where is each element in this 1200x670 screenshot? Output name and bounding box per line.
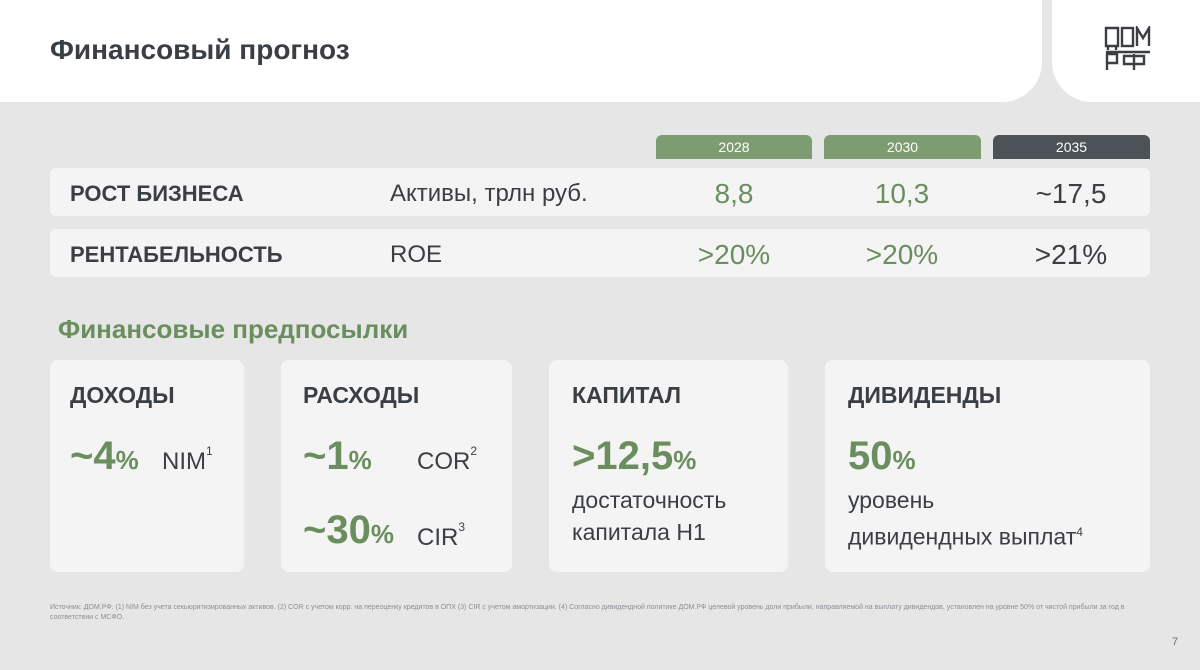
cir-label: CIR3	[417, 520, 466, 551]
value-2030: 10,3	[874, 178, 930, 209]
nim-label: NIM1	[162, 444, 213, 475]
card-income: ДОХОДЫ ~4% NIM1	[50, 360, 244, 572]
row-business-growth: РОСТ БИЗНЕСА Активы, трлн руб. 8,8 10,3 …	[50, 168, 1150, 216]
section-title: Финансовые предпосылки	[58, 314, 409, 344]
row-metric: ROE	[390, 241, 443, 268]
value-2035: ~17,5	[1035, 178, 1107, 209]
page-number: 7	[1172, 636, 1179, 648]
capital-value: >12,5%	[572, 434, 697, 478]
value-2035: >21%	[1034, 239, 1108, 270]
year-tab-2030: 2030	[824, 135, 981, 159]
value-2028: 8,8	[714, 178, 754, 209]
card-title: ДОХОДЫ	[70, 382, 175, 408]
card-dividends: ДИВИДЕНДЫ 50% уровень дивидендных выплат4	[825, 360, 1150, 572]
cor-label: COR2	[417, 444, 478, 475]
value-2028: >20%	[697, 239, 771, 270]
year-tab-2028: 2028	[656, 135, 812, 159]
header-bar	[0, 0, 1042, 102]
row-profitability: РЕНТАБЕЛЬНОСТЬ ROE >20% >20% >21%	[50, 229, 1150, 277]
card-title: ДИВИДЕНДЫ	[848, 382, 1002, 408]
row-label: РОСТ БИЗНЕСА	[70, 181, 244, 206]
cir-value: ~30%	[303, 508, 394, 552]
row-label: РЕНТАБЕЛЬНОСТЬ	[70, 242, 283, 267]
dividend-description: уровень дивидендных выплат4	[848, 487, 1083, 550]
card-title: КАПИТАЛ	[572, 382, 682, 408]
row-metric: Активы, трлн руб.	[390, 180, 588, 207]
card-title: РАСХОДЫ	[303, 382, 420, 408]
value-2030: >20%	[865, 239, 939, 270]
year-tab-2035: 2035	[993, 135, 1150, 159]
capital-description: достаточность капитала Н1	[572, 487, 727, 545]
dom-rf-logo	[1104, 26, 1151, 70]
page-title: Финансовый прогноз	[50, 34, 350, 65]
dividend-value: 50%	[848, 434, 916, 478]
footnote: Источник: ДОМ.РФ. (1) NIM без учета секь…	[50, 604, 1125, 621]
card-capital: КАПИТАЛ >12,5% достаточность капитала Н1	[549, 360, 788, 572]
cor-value: ~1%	[303, 434, 372, 478]
income-value: ~4%	[70, 434, 139, 478]
card-expenses: РАСХОДЫ ~1% COR2 ~30% CIR3	[281, 360, 512, 572]
